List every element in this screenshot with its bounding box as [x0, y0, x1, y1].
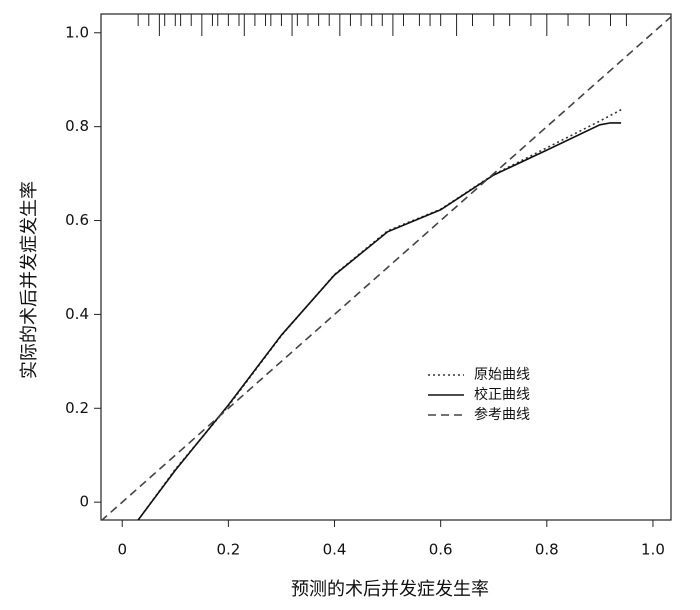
x-tick-label: 1.0 — [641, 541, 665, 559]
series-line — [137, 122, 622, 520]
y-axis-title: 实际的术后并发症发生率 — [19, 181, 40, 379]
y-tick-label: 0.2 — [65, 399, 89, 417]
x-tick-label: 0.8 — [535, 541, 559, 559]
legend-label: 校正曲线 — [474, 386, 530, 403]
x-tick-label: 0.4 — [323, 541, 347, 559]
series-line — [137, 109, 622, 520]
legend-label: 参考曲线 — [474, 406, 530, 423]
y-tick-label: 1.0 — [65, 23, 89, 41]
y-tick-label: 0 — [79, 493, 89, 511]
y-tick-label: 0.6 — [65, 211, 89, 229]
x-axis-title: 预测的术后并发症发生率 — [291, 579, 489, 600]
legend-label: 原始曲线 — [474, 367, 530, 383]
series-line — [101, 16, 671, 520]
x-tick-label: 0.6 — [429, 541, 453, 559]
plot-frame — [100, 13, 672, 521]
x-tick-label: 0 — [117, 541, 127, 559]
y-tick-label: 0.4 — [65, 305, 89, 323]
y-tick-label: 0.8 — [65, 117, 89, 135]
x-tick-label: 0.2 — [216, 541, 240, 559]
